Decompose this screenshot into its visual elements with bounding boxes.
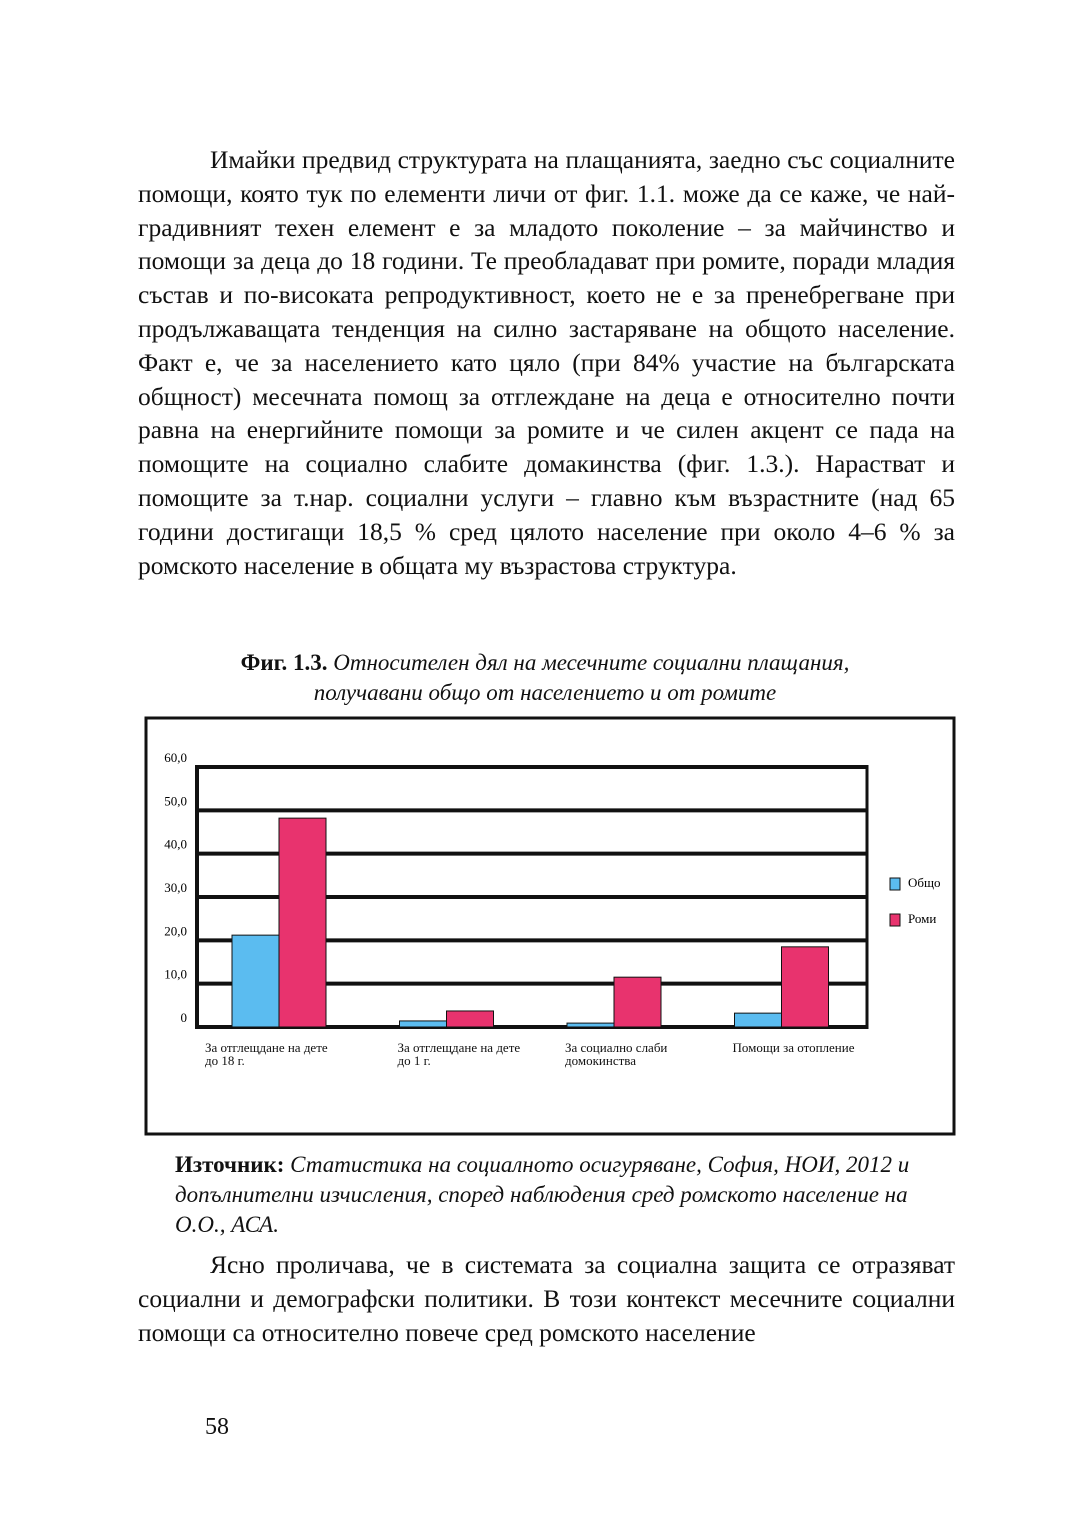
bar xyxy=(278,817,327,1028)
chart-svg: 0 10,0 20,0 30,0 40,0 50,0 60,0 Общо Роми xyxy=(144,716,956,1136)
source-text: Статистика на социалното осигуряване, Со… xyxy=(175,1152,910,1237)
bar xyxy=(231,934,280,1028)
bar xyxy=(613,976,662,1028)
chart-frame xyxy=(144,716,956,1136)
x-tick-label: За социално слаби домокинства xyxy=(565,1040,668,1068)
paragraph: Ясно проличава, че в системата за социал… xyxy=(138,1250,955,1347)
x-tick-label: За отглещдане на дете до 1 г. xyxy=(397,1040,521,1068)
legend-label: Общо xyxy=(908,875,941,890)
figure-caption-text: Относителен дял на месечните социални пл… xyxy=(313,650,850,705)
figure-label: Фиг. 1.3. xyxy=(240,650,328,675)
source: Източник: Статистика на социалното осигу… xyxy=(175,1150,935,1240)
y-tick-label: 20,0 xyxy=(164,923,187,938)
x-tick-label: Помощи за отопление xyxy=(732,1040,855,1055)
y-tick-label: 50,0 xyxy=(164,793,187,808)
legend-swatch xyxy=(889,913,901,927)
source-label: Източник: xyxy=(175,1152,285,1177)
x-tick-label: За отглещдане на дете до 18 г. xyxy=(205,1040,328,1068)
y-tick-label: 60,0 xyxy=(164,750,187,765)
paragraph: Имайки предвид структурата на плащанията… xyxy=(138,145,955,580)
bar xyxy=(734,1012,782,1028)
y-tick-label: 10,0 xyxy=(164,967,187,982)
figure-caption: Фиг. 1.3. Относителен дял на месечните с… xyxy=(195,648,895,708)
legend-label: Роми xyxy=(908,911,936,926)
bar xyxy=(781,946,829,1028)
y-tick-label: 0 xyxy=(181,1010,188,1025)
chart: 0 10,0 20,0 30,0 40,0 50,0 60,0 Общо Роми За отг… xyxy=(140,712,960,1142)
y-tick-label: 40,0 xyxy=(164,837,187,852)
bar xyxy=(446,1010,494,1028)
page-number: 58 xyxy=(205,1414,229,1440)
y-tick-label: 30,0 xyxy=(164,880,187,895)
bar xyxy=(566,1022,615,1028)
legend-swatch xyxy=(889,877,901,891)
bar xyxy=(399,1020,447,1028)
